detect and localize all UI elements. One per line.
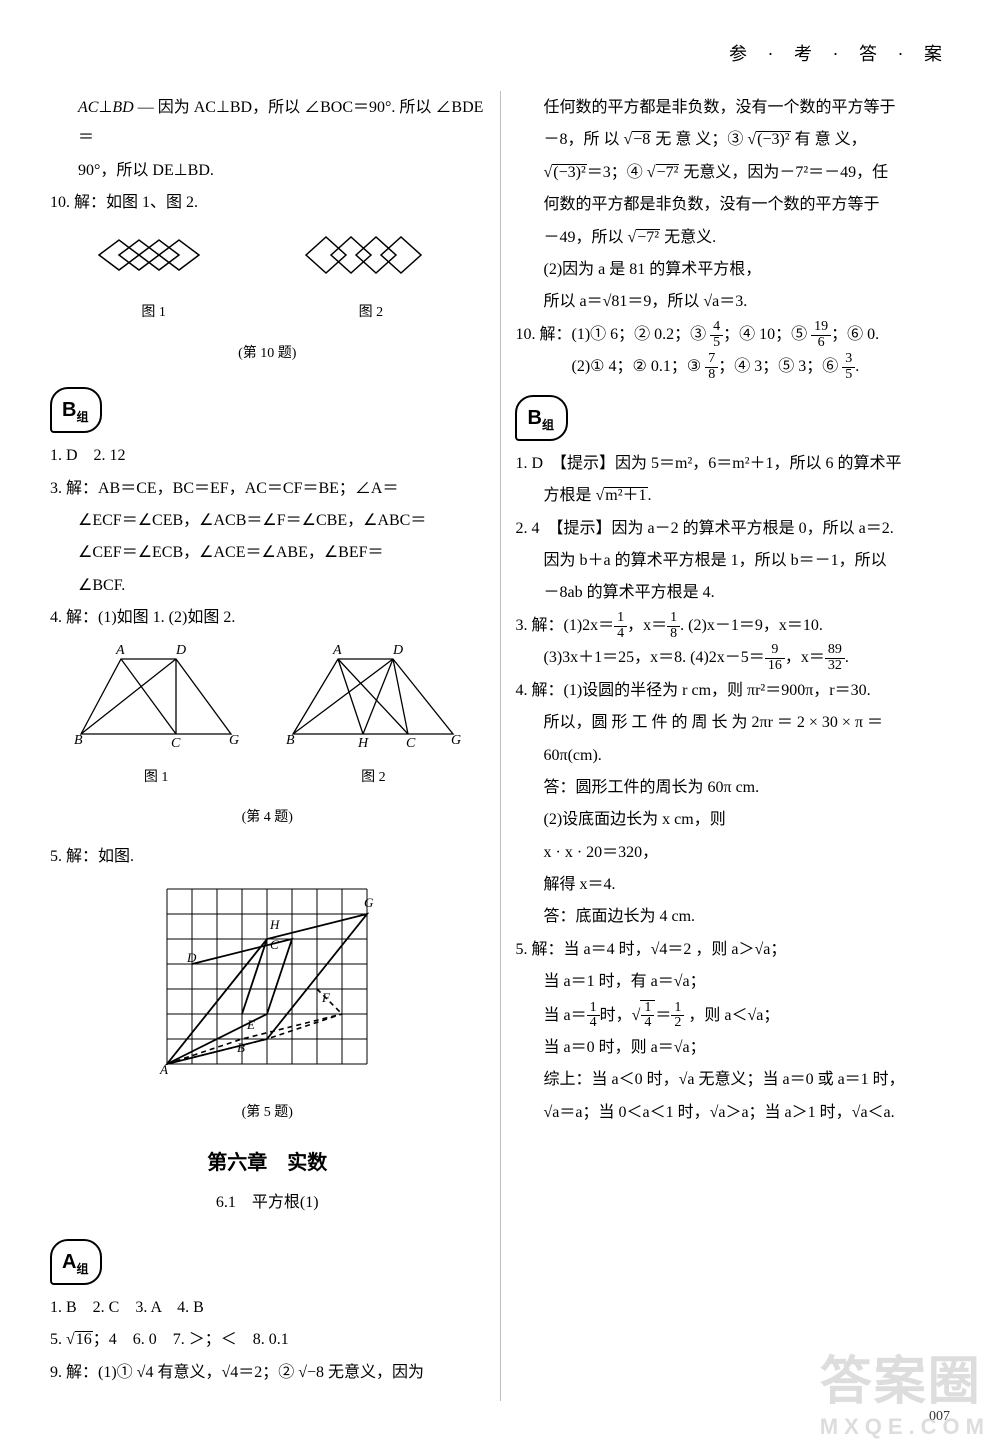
b4: 4. 解：(1)如图 1. (2)如图 2.: [50, 603, 485, 633]
rb3: 3. 解：(1)2x＝14，x＝18. (2)x－1＝9，x＝10.: [515, 611, 950, 642]
b3: ∠CEF＝∠ECB，∠ACE＝∠ABE，∠BEF＝: [50, 538, 485, 568]
rb5: √a＝a；当 0＜a＜1 时，√a＞a；当 a＞1 时，√a＜a.: [515, 1098, 950, 1128]
b3: ∠ECF＝∠CEB，∠ACB＝∠F＝∠CBE，∠ABC＝: [50, 506, 485, 536]
rb1: 方根是 √m²＋1.: [515, 481, 950, 511]
b5: 5. 解：如图.: [50, 842, 485, 872]
chapter-title: 第六章 实数: [50, 1144, 485, 1182]
b3: ∠BCF.: [50, 571, 485, 601]
svg-text:A: A: [115, 643, 125, 658]
svg-text:G: G: [229, 733, 239, 748]
rb5: 当 a＝14时，√14＝12 ，则 a＜√a；: [515, 1000, 950, 1031]
rb2: 因为 b＋a 的算术平方根是 1，所以 b＝－1，所以: [515, 546, 950, 576]
fig5-svg: A B C D E F G H: [152, 874, 382, 1084]
text: －49，所以 √−7² 无意义.: [515, 223, 950, 253]
b1: 1. D 2. 12: [50, 441, 485, 471]
svg-text:C: C: [270, 937, 279, 952]
rb4: 60π(cm).: [515, 741, 950, 771]
svg-text:A: A: [332, 643, 342, 658]
svg-text:C: C: [171, 736, 181, 749]
svg-text:G: G: [364, 895, 374, 910]
rb4: 答：底面边长为 4 cm.: [515, 902, 950, 932]
svg-text:D: D: [175, 643, 186, 658]
fig4-svg-2: A D B H C G: [278, 639, 468, 749]
page-number: 007: [50, 1409, 950, 1425]
group-a-badge: A组: [50, 1239, 102, 1285]
text: 任何数的平方都是非负数，没有一个数的平方等于: [515, 93, 950, 123]
rb2: －8ab 的算术平方根是 4.: [515, 578, 950, 608]
text: 所以 a＝√81＝9，所以 √a＝3.: [515, 287, 950, 317]
caption: 图 2: [278, 765, 468, 792]
rb4: 答：圆形工件的周长为 60π cm.: [515, 773, 950, 803]
caption: 图 1: [79, 300, 229, 327]
rb1: 1. D 【提示】因为 5＝m²，6＝m²＋1，所以 6 的算术平: [515, 449, 950, 479]
section-title: 6.1 平方根(1): [50, 1188, 485, 1218]
rb5: 5. 解：当 a＝4 时，√4＝2 ，则 a＞√a；: [515, 935, 950, 965]
fig10-caption: (第 10 题): [50, 341, 485, 368]
fig10-svg-2: [286, 225, 456, 285]
rb5: 当 a＝0 时，则 a＝√a；: [515, 1033, 950, 1063]
caption: 图 1: [66, 765, 246, 792]
q10-2: (2)① 4；② 0.1；③ 78；④ 3；⑤ 3；⑥ 35.: [515, 352, 950, 383]
right-column: 任何数的平方都是非负数，没有一个数的平方等于 －8，所 以 √−8 无 意 义；…: [505, 91, 950, 1401]
rb5: 当 a＝1 时，有 a＝√a；: [515, 967, 950, 997]
svg-text:B: B: [74, 733, 83, 748]
page-header: 参 · 考 · 答 · 案: [50, 40, 950, 66]
q10: 10. 解：如图 1、图 2.: [50, 188, 485, 218]
figure-10: 图 1 图 2: [50, 225, 485, 337]
group-b-badge: B组: [50, 387, 102, 433]
text: 何数的平方都是非负数，没有一个数的平方等于: [515, 190, 950, 220]
fig4-caption: (第 4 题): [50, 805, 485, 832]
text: 90°，所以 DE⊥BD.: [50, 156, 485, 186]
svg-text:B: B: [286, 733, 295, 748]
text: √(−3)²＝3；④ √−7² 无意义，因为－7²＝－49，任: [515, 158, 950, 188]
caption: 图 2: [286, 300, 456, 327]
left-column: AC⊥BD — 因为 AC⊥BD，所以 ∠BOC＝90°. 所以 ∠BDE＝ 9…: [50, 91, 495, 1401]
svg-text:D: D: [186, 950, 197, 965]
svg-text:H: H: [357, 736, 369, 749]
rb4: (2)设底面边长为 x cm，则: [515, 805, 950, 835]
group-b-badge: B组: [515, 395, 567, 441]
a1: 1. B 2. C 3. A 4. B: [50, 1293, 485, 1323]
svg-text:D: D: [392, 643, 403, 658]
a5: 5. √16；4 6. 0 7. ＞；＜ 8. 0.1: [50, 1325, 485, 1355]
figure-4: A D B C G 图 1: [50, 639, 485, 801]
rb4: 4. 解：(1)设圆的半径为 r cm，则 πr²＝900π，r＝30.: [515, 676, 950, 706]
rb4: 解得 x＝4.: [515, 870, 950, 900]
svg-text:H: H: [269, 917, 280, 932]
svg-text:A: A: [159, 1062, 168, 1077]
two-column-layout: AC⊥BD — 因为 AC⊥BD，所以 ∠BOC＝90°. 所以 ∠BDE＝ 9…: [50, 91, 950, 1401]
rb3: (3)3x＋1＝25，x＝8. (4)2x－5＝916，x＝8932.: [515, 643, 950, 674]
rb2: 2. 4 【提示】因为 a－2 的算术平方根是 0，所以 a＝2.: [515, 514, 950, 544]
b3: 3. 解：AB＝CE，BC＝EF，AC＝CF＝BE；∠A＝: [50, 474, 485, 504]
fig4-svg-1: A D B C G: [66, 639, 246, 749]
svg-text:C: C: [406, 736, 416, 749]
q10: 10. 解：(1)① 6；② 0.2；③ 45；④ 10；⑤ 196；⑥ 0.: [515, 320, 950, 351]
rb5: 综上：当 a＜0 时，√a 无意义；当 a＝0 或 a＝1 时，: [515, 1065, 950, 1095]
rb4: x · x · 20＝320，: [515, 838, 950, 868]
text: (2)因为 a 是 81 的算术平方根，: [515, 255, 950, 285]
text: －8，所 以 √−8 无 意 义；③ √(−3)² 有 意 义，: [515, 125, 950, 155]
svg-text:F: F: [321, 990, 331, 1005]
a9: 9. 解：(1)① √4 有意义，√4＝2；② √−8 无意义，因为: [50, 1358, 485, 1388]
rb4: 所以，圆 形 工 件 的 周 长 为 2πr ＝ 2 × 30 × π ＝: [515, 708, 950, 738]
svg-text:E: E: [246, 1017, 255, 1032]
svg-text:G: G: [451, 733, 461, 748]
text: AC⊥BD — 因为 AC⊥BD，所以 ∠BOC＝90°. 所以 ∠BDE＝: [50, 93, 485, 154]
fig5-caption: (第 5 题): [50, 1100, 485, 1127]
fig10-svg-1: [79, 225, 229, 285]
svg-text:B: B: [237, 1040, 245, 1055]
column-divider: [500, 91, 501, 1401]
